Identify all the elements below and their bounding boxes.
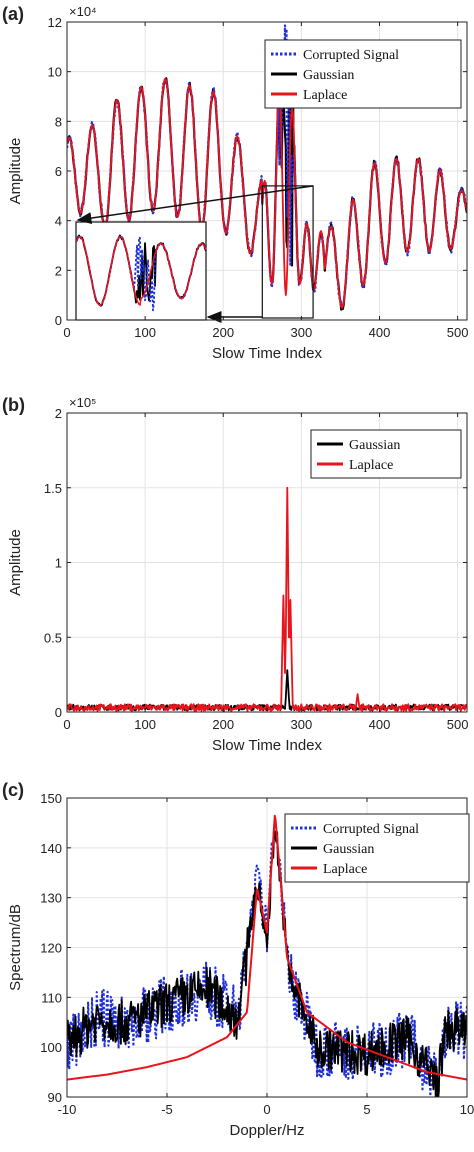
plot-lines [67, 814, 467, 1097]
legend-label: Laplace [323, 862, 367, 877]
panel-b: 0 100 200 300 400 500 0 0.5 1 1.5 2 Slow Time Index… [2, 395, 468, 754]
plot-lines [67, 24, 467, 311]
x-tick-label: 200 [212, 717, 234, 732]
y-tick-label: 8 [55, 114, 62, 129]
zoom-arrow-top [76, 185, 314, 224]
x-axis-label: Slow Time Index [212, 737, 323, 754]
x-tick-label: 100 [134, 325, 156, 340]
panel-a: 0 100 200 300 400 500 0 2 4 6 8 10 12 Slow Time Index… [2, 4, 468, 362]
legend-label: Laplace [349, 458, 393, 473]
y-tick-label: 1 [55, 556, 62, 571]
x-axis-label: Doppler/Hz [229, 1122, 304, 1139]
y-tick-label: 6 [55, 164, 62, 179]
x-tick-label: 400 [369, 325, 391, 340]
x-tick-label: -10 [58, 1102, 77, 1117]
legend-label: Corrupted Signal [303, 48, 399, 63]
y-tick-label: 10 [48, 65, 62, 80]
plot-lines [67, 486, 467, 712]
y-tick-label: 4 [55, 214, 62, 229]
x-tick-label: 5 [363, 1102, 370, 1117]
panel-label: (b) [2, 395, 25, 415]
x-tick-label: 0 [263, 1102, 270, 1117]
laplace-line [67, 486, 467, 712]
x-tick-label: 300 [291, 717, 313, 732]
y-tick-label: 150 [40, 791, 62, 806]
exponent-label: ×10⁴ [69, 4, 97, 19]
legend-label: Gaussian [303, 68, 354, 83]
x-axis-label: Slow Time Index [212, 345, 323, 362]
legend [310, 429, 462, 479]
y-axis-label: Amplitude [7, 529, 24, 596]
y-axis-label: Amplitude [7, 138, 24, 205]
y-tick-label: 100 [40, 1040, 62, 1055]
x-tick-label: 200 [212, 325, 234, 340]
y-tick-label: 1.5 [44, 481, 62, 496]
panel-label: (a) [2, 4, 24, 24]
x-tick-label: 0 [63, 325, 70, 340]
inset-lines [75, 234, 207, 312]
x-tick-label: 0 [63, 717, 70, 732]
y-axis-label: Spectrum/dB [7, 904, 24, 991]
legend-label: Laplace [303, 88, 347, 103]
y-tick-label: 120 [40, 941, 62, 956]
x-tick-label: 500 [447, 717, 469, 732]
x-tick-label: 100 [134, 717, 156, 732]
gaussian-line [67, 830, 467, 1097]
zoom-box [261, 185, 314, 319]
legend-label: Corrupted Signal [323, 822, 419, 837]
x-tick-label: -5 [161, 1102, 173, 1117]
y-tick-label: 0 [55, 313, 62, 328]
x-tick-label: 300 [291, 325, 313, 340]
laplace-line [67, 77, 467, 309]
legend-label: Gaussian [323, 842, 374, 857]
panel-label: (c) [2, 780, 24, 800]
x-tick-label: 400 [369, 717, 391, 732]
exponent-label: ×10⁵ [69, 395, 96, 410]
inset-laplace-line [75, 235, 207, 307]
y-tick-label: 140 [40, 841, 62, 856]
y-tick-label: 2 [55, 406, 62, 421]
y-tick-label: 110 [41, 990, 62, 1005]
y-tick-label: 0.5 [44, 630, 62, 645]
y-tick-label: 90 [48, 1090, 62, 1105]
corrupted-signal-line [67, 820, 467, 1097]
x-tick-label: 10 [460, 1102, 474, 1117]
panel-c: -10 -5 0 5 10 90 100 110 120 130 140 150 Doppler/Hz S… [2, 780, 474, 1139]
legend [264, 39, 462, 109]
y-tick-label: 12 [48, 15, 62, 30]
x-tick-label: 500 [447, 325, 469, 340]
y-tick-label: 0 [55, 705, 62, 720]
laplace-line [67, 814, 467, 1081]
legend-label: Gaussian [349, 438, 400, 453]
y-tick-label: 130 [40, 891, 62, 906]
y-tick-label: 2 [55, 263, 62, 278]
